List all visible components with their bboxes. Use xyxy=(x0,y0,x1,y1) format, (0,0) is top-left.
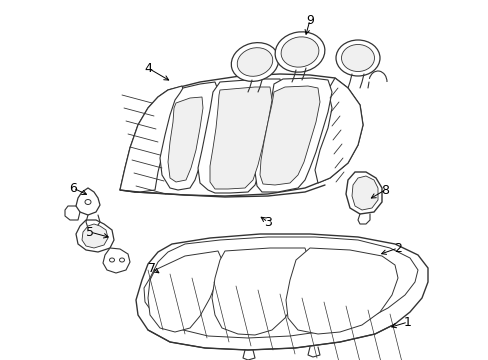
Ellipse shape xyxy=(335,40,379,76)
Text: 2: 2 xyxy=(393,242,401,255)
Polygon shape xyxy=(168,97,203,182)
Polygon shape xyxy=(209,87,271,189)
Text: 9: 9 xyxy=(305,13,313,27)
Polygon shape xyxy=(120,74,362,196)
Text: 8: 8 xyxy=(380,184,388,197)
Ellipse shape xyxy=(237,48,272,76)
Text: 5: 5 xyxy=(86,225,94,238)
Ellipse shape xyxy=(231,42,278,81)
Ellipse shape xyxy=(275,32,324,72)
Text: 6: 6 xyxy=(69,181,77,194)
Polygon shape xyxy=(148,251,222,332)
Polygon shape xyxy=(351,176,377,210)
Polygon shape xyxy=(160,82,218,190)
Polygon shape xyxy=(143,237,417,338)
Ellipse shape xyxy=(341,45,374,72)
Polygon shape xyxy=(314,78,362,183)
Text: 3: 3 xyxy=(264,216,271,229)
Polygon shape xyxy=(260,86,319,185)
Polygon shape xyxy=(212,248,307,335)
Polygon shape xyxy=(346,172,381,214)
Ellipse shape xyxy=(281,37,318,67)
Polygon shape xyxy=(120,86,184,192)
Text: 1: 1 xyxy=(403,315,411,328)
Text: 4: 4 xyxy=(144,62,152,75)
Polygon shape xyxy=(254,78,331,192)
Polygon shape xyxy=(76,220,114,252)
Text: 7: 7 xyxy=(148,261,156,274)
Polygon shape xyxy=(285,248,397,334)
Polygon shape xyxy=(136,234,427,350)
Ellipse shape xyxy=(119,258,124,262)
Ellipse shape xyxy=(109,258,114,262)
Ellipse shape xyxy=(85,199,91,204)
Polygon shape xyxy=(76,188,100,215)
Polygon shape xyxy=(103,248,130,273)
Polygon shape xyxy=(82,224,108,248)
Polygon shape xyxy=(198,79,282,193)
